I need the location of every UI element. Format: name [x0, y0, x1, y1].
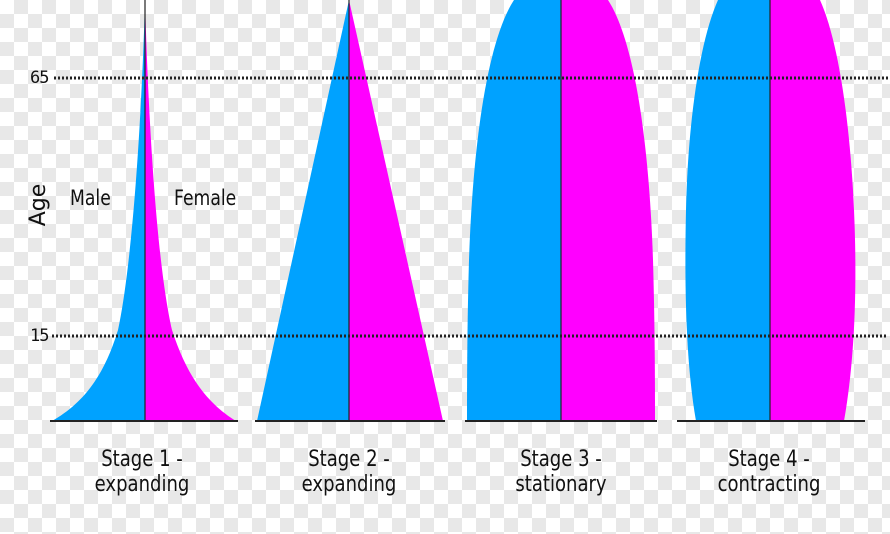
stage-4-label: Stage 4 - contracting [717, 447, 821, 497]
stage-1-pyramid [52, 0, 236, 421]
stage-2-male-shape [257, 0, 349, 421]
stage-1-female-shape [145, 0, 236, 421]
stage-4-male-shape [685, 0, 770, 421]
stage-3-label: Stage 3 - stationary [515, 447, 607, 497]
stage-4-female-shape [770, 0, 856, 421]
stage-3-female-shape [561, 0, 655, 421]
stage-2-pyramid [257, 0, 443, 421]
stage-1-label: Stage 1 - expanding [94, 447, 190, 497]
age-65-tick-label: 65 [30, 68, 50, 88]
male-label: Male [70, 186, 111, 210]
stage-3-male-shape [467, 0, 561, 421]
stage-1-male-shape [52, 0, 145, 421]
stage-2-female-shape [349, 0, 443, 421]
center-divider-lines [144, 0, 771, 421]
stage-3-pyramid [467, 0, 655, 421]
stage-2-label: Stage 2 - expanding [301, 447, 397, 497]
age-axis-title: Age [25, 183, 51, 227]
age-15-tick-label: 15 [30, 326, 50, 346]
stage-4-pyramid [685, 0, 856, 421]
female-label: Female [174, 186, 237, 210]
